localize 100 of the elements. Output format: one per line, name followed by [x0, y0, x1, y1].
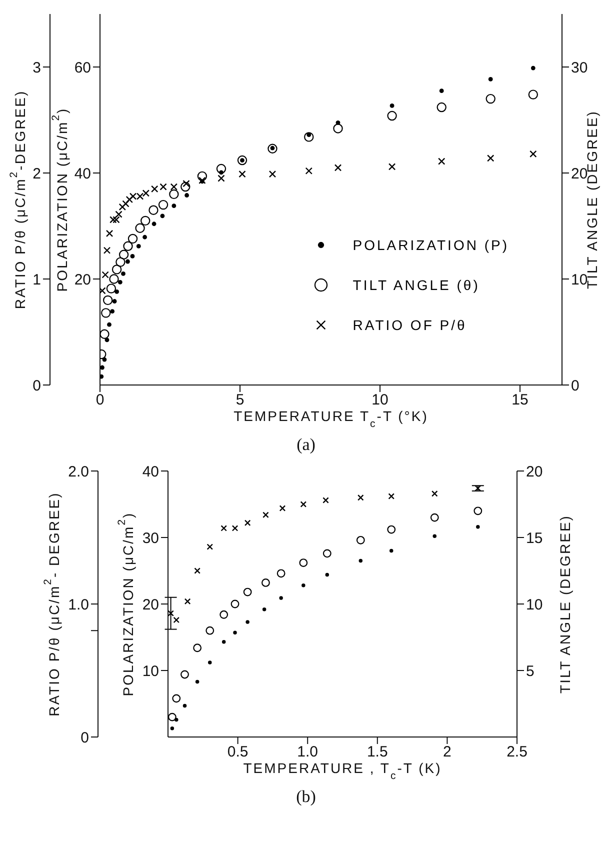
y-tick-label: 60: [74, 59, 91, 76]
y-tick-label: 10: [142, 662, 159, 680]
point: [184, 598, 191, 604]
point: [100, 365, 104, 370]
point: [358, 494, 364, 501]
point: [148, 205, 158, 215]
point: [107, 322, 112, 327]
y-tick-label: 30: [142, 530, 159, 547]
x-tick-label: 1.0: [297, 744, 318, 761]
x-tick-label: 2.5: [506, 744, 528, 761]
point: [140, 216, 150, 226]
point: [486, 94, 496, 104]
x-tick-label: 10: [372, 392, 388, 409]
point: [106, 230, 114, 238]
point: [112, 216, 120, 224]
point: [238, 170, 246, 178]
point: [222, 640, 226, 644]
point: [170, 726, 174, 730]
point: [388, 163, 396, 170]
point: [160, 183, 167, 190]
point: [246, 620, 250, 624]
point: [299, 558, 308, 567]
y3-tick-label: 0: [32, 377, 41, 394]
point: [474, 506, 482, 516]
point: [322, 497, 329, 504]
point: [304, 132, 314, 142]
y-tick-label: 20: [142, 596, 159, 614]
point: [334, 164, 342, 172]
point: [388, 493, 395, 500]
y-tick-label: 40: [142, 463, 159, 480]
point: [180, 670, 189, 679]
point: [356, 536, 365, 544]
x-axis-title: TEMPERATURE T$_{c}$-T (°K): [234, 408, 428, 430]
point: [487, 154, 494, 162]
point: [135, 223, 145, 233]
point: [244, 520, 251, 526]
y3-tick-label: 2: [32, 165, 41, 182]
point: [232, 525, 238, 532]
point: [152, 222, 156, 226]
point: [170, 183, 178, 190]
point: [101, 308, 111, 318]
point: [262, 512, 269, 518]
y2-tick-label: 10: [526, 596, 543, 614]
point: [193, 644, 202, 652]
y3-tick-label: 0: [80, 729, 89, 746]
point: [233, 630, 237, 634]
point: [390, 103, 394, 108]
point: [180, 182, 190, 192]
point: [206, 626, 214, 635]
point: [208, 660, 212, 664]
y3-tick-label: 2.0: [68, 463, 89, 480]
point: [128, 234, 138, 244]
point: [197, 171, 208, 182]
text: (b): [296, 787, 316, 806]
point: [194, 568, 200, 574]
y2-axis-title: TILT ANGLE (DEGREE): [557, 514, 573, 694]
point: [122, 200, 130, 208]
legend-label: TILT ANGLE (θ): [352, 277, 480, 293]
point: [220, 610, 228, 619]
point: [305, 167, 312, 174]
y2-tick-label: 0: [571, 377, 580, 394]
point: [474, 485, 482, 492]
legend-label: POLARIZATION (P): [352, 237, 509, 253]
point: [322, 549, 332, 558]
point: [168, 610, 174, 616]
point: [333, 124, 343, 134]
point: [262, 578, 270, 587]
x-tick-label: 5: [236, 392, 244, 409]
point: [118, 203, 126, 211]
y2-tick-label: 5: [526, 662, 534, 680]
point: [172, 204, 176, 208]
point: [220, 525, 227, 532]
y2-tick-label: 30: [571, 59, 588, 76]
x-tick-label: 1.5: [366, 744, 388, 761]
point: [126, 259, 130, 264]
point: [126, 196, 133, 204]
point: [121, 272, 126, 276]
point: [160, 214, 165, 218]
y3-tick-label: 1: [32, 271, 41, 288]
point: [168, 712, 176, 722]
point: [488, 76, 493, 82]
point: [118, 280, 122, 284]
x-axis-title: TEMPERATURE , T$_{c}$-T (K): [243, 760, 442, 782]
point: [158, 200, 168, 210]
point: [102, 295, 113, 306]
x-tick-label: 15: [512, 392, 528, 409]
point: [206, 544, 214, 550]
point: [268, 170, 276, 178]
point: [216, 164, 226, 174]
point: [279, 596, 283, 600]
y2-tick-label: 15: [526, 530, 543, 547]
point: [142, 234, 147, 240]
x-tick-label: 2: [443, 744, 452, 761]
point: [130, 254, 135, 258]
point: [123, 241, 133, 251]
point: [110, 216, 117, 224]
point: [169, 189, 179, 200]
point: [118, 250, 129, 260]
point: [100, 287, 106, 294]
point: [184, 193, 189, 198]
